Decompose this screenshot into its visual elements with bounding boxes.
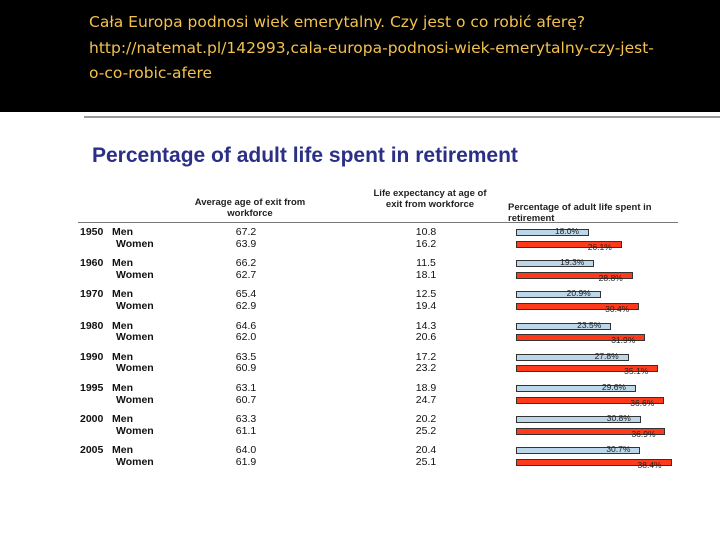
row-2000-men-life-expectancy: 20.2 [415,413,437,426]
row-1980-men-bar-label: 23.5% [577,319,602,330]
row-2000-men-bar-label: 30.8% [606,413,631,424]
row-1950-women-bar-label: 26.1% [587,241,612,252]
row-1970-women-life-expectancy: 19.4 [415,299,437,312]
row-year-1990: 1990 [80,350,104,363]
row-year-1980: 1980 [80,319,104,332]
row-1970-men-label: Men [112,288,133,301]
row-1960-men-exit-age: 66.2 [235,257,257,270]
row-1960-men-bar-label: 19.3% [560,257,585,268]
row-2005-men-exit-age: 64.0 [235,444,257,457]
row-1980-men-exit-age: 64.6 [235,319,257,332]
column-header-percentage: Percentage of adult life spent in retire… [508,202,652,224]
row-1995-women-label: Women [116,393,154,406]
row-2005-women-exit-age: 61.9 [235,455,257,468]
row-year-1960: 1960 [80,257,104,270]
row-1960-women-life-expectancy: 18.1 [415,268,437,281]
row-1960-women-bar [516,271,633,279]
row-1995-men-life-expectancy: 18.9 [415,382,437,394]
column-header-life-expectancy: Life expectancy at age of exit from work… [373,188,487,210]
row-1960-women-exit-age: 62.7 [235,268,257,281]
row-1980-women-bar [516,334,646,342]
row-2000-women-exit-age: 61.1 [235,424,257,437]
row-2005-men-bar-label: 30.7% [606,444,631,455]
row-year-1970: 1970 [80,288,104,301]
row-1950-women-life-expectancy: 16.2 [415,237,437,250]
row-1995-men-bar [516,385,636,392]
row-1970-women-label: Women [116,299,154,312]
row-1995-men-label: Men [112,382,133,394]
row-1970-men-life-expectancy: 12.5 [415,288,437,301]
row-year-2005: 2005 [80,444,104,457]
row-2000-men-exit-age: 63.3 [235,413,257,426]
row-1980-women-bar-label: 31.9% [611,335,636,346]
row-1990-women-label: Women [116,362,154,375]
header-title: Cała Europa podnosi wiek emerytalny. Czy… [89,13,586,31]
header-rule [78,222,678,223]
row-1980-women-label: Women [116,331,154,344]
row-1970-women-bar [516,302,640,310]
row-1950-women-bar [516,240,622,248]
row-2000-men-label: Men [112,413,133,426]
row-1950-men-exit-age: 67.2 [235,226,257,238]
header-url-line2[interactable]: o-co-robic-afere [89,64,213,82]
row-1960-men-life-expectancy: 11.5 [416,257,436,270]
row-1950-men-bar-label: 18.0% [554,226,579,236]
row-1980-men-life-expectancy: 14.3 [415,319,437,332]
row-1950-women-exit-age: 63.9 [235,237,257,250]
row-2005-women-label: Women [116,455,154,468]
row-2000-men-bar [516,416,641,424]
row-1990-women-life-expectancy: 23.2 [415,362,437,375]
row-year-1995: 1995 [80,382,104,394]
row-1995-women-life-expectancy: 24.7 [415,393,437,406]
row-2005-women-life-expectancy: 25.1 [415,455,437,468]
row-1950-men-life-expectancy: 10.8 [415,226,437,238]
row-1990-men-label: Men [112,350,133,363]
divider [84,116,720,118]
row-1990-men-bar [516,353,629,361]
row-1980-women-life-expectancy: 20.6 [415,331,437,344]
row-2005-women-bar [516,458,672,466]
row-1995-women-bar [516,396,665,404]
row-2000-women-label: Women [116,424,154,437]
row-2005-women-bar-label: 38.4% [637,459,662,470]
row-2005-men-label: Men [112,444,133,457]
row-1995-women-exit-age: 60.7 [235,393,257,406]
row-2000-women-bar [516,427,666,435]
row-1990-men-exit-age: 63.5 [235,350,257,363]
row-1990-women-bar-label: 35.1% [624,366,649,377]
header-url-line1[interactable]: http://natemat.pl/142993,cala-europa-pod… [89,39,654,57]
row-1990-women-exit-age: 60.9 [235,362,257,375]
row-2005-men-bar [516,447,641,455]
row-1970-men-exit-age: 65.4 [235,288,257,301]
row-1970-women-bar-label: 30.4% [605,303,630,314]
row-2005-men-life-expectancy: 20.4 [415,444,437,457]
row-1960-women-bar-label: 28.8% [598,272,623,283]
row-1960-men-label: Men [112,257,133,270]
row-1995-men-bar-label: 29.6% [601,382,626,392]
row-1995-women-bar-label: 36.6% [630,397,655,408]
column-header-exit-age: Average age of exit from workforce [194,197,306,219]
row-2000-women-life-expectancy: 25.2 [415,424,437,437]
row-year-1950: 1950 [80,226,104,238]
slide-header: Cała Europa podnosi wiek emerytalny. Czy… [0,0,720,112]
row-1950-women-label: Women [116,237,154,250]
row-1970-men-bar [516,291,601,299]
row-1950-men-label: Men [112,226,133,238]
row-1995-men-exit-age: 63.1 [235,382,257,394]
row-1980-men-label: Men [112,319,133,332]
row-1960-women-label: Women [116,268,154,281]
row-2000-women-bar-label: 36.9% [631,428,656,439]
row-1990-men-life-expectancy: 17.2 [415,350,437,363]
row-1990-women-bar [516,365,659,373]
row-1980-men-bar [516,322,612,330]
row-year-2000: 2000 [80,413,104,426]
chart-title: Percentage of adult life spent in retire… [92,144,518,167]
row-1990-men-bar-label: 27.8% [594,350,619,361]
row-1960-men-bar [516,260,595,268]
row-1970-men-bar-label: 20.9% [566,288,591,299]
row-1950-men-bar [516,229,589,236]
row-1970-women-exit-age: 62.9 [235,299,257,312]
row-1980-women-exit-age: 62.0 [235,331,257,344]
